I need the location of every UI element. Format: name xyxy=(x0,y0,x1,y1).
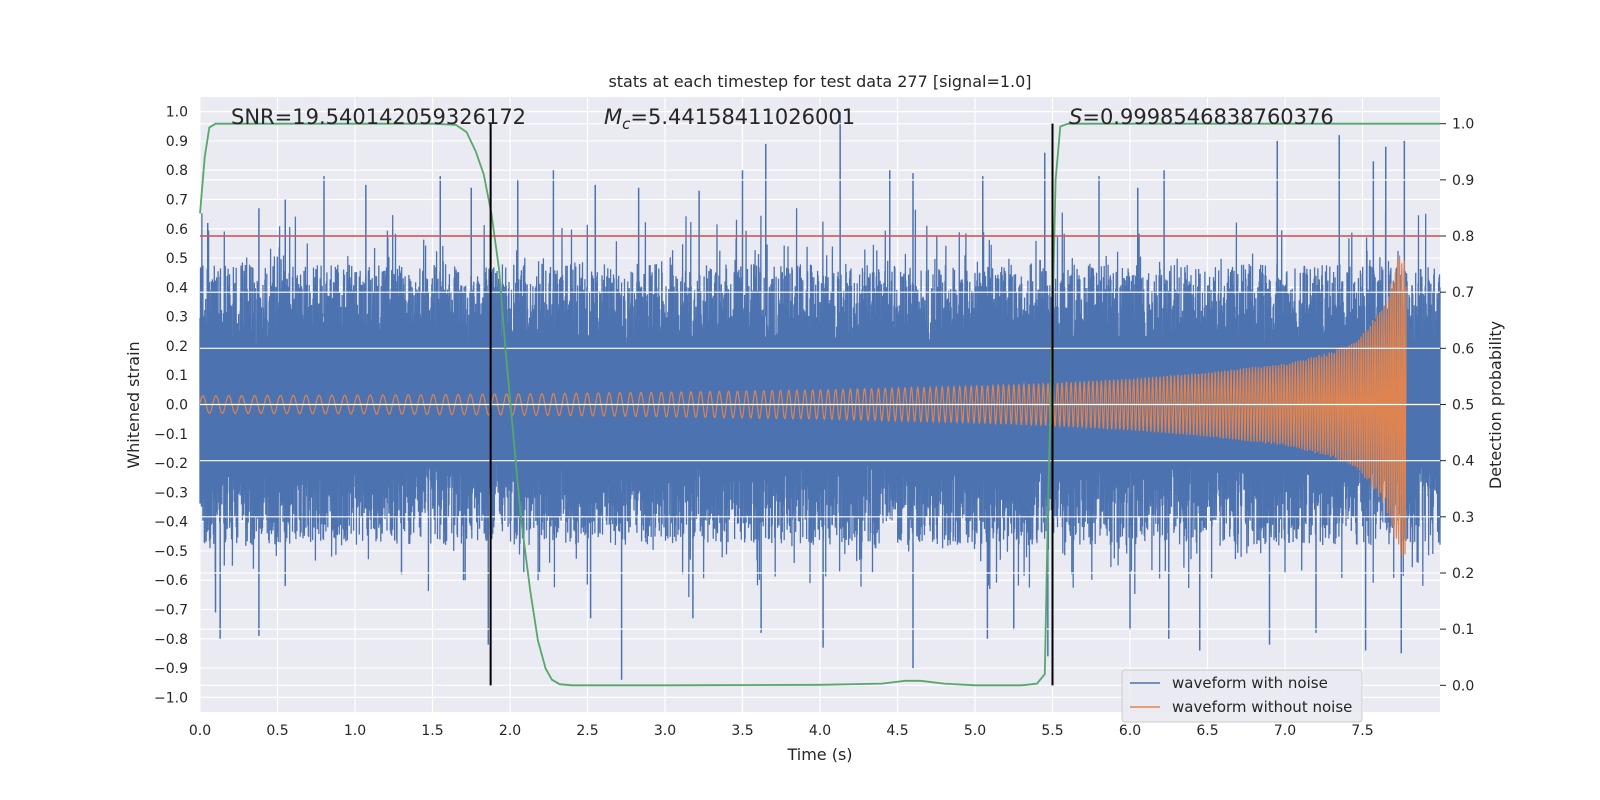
y-tick-label: −0.5 xyxy=(154,544,188,560)
y-tick-label: 0.8 xyxy=(166,163,188,179)
x-tick-label: 0.5 xyxy=(266,723,288,739)
y2-tick-label: 0.9 xyxy=(1452,173,1474,189)
y-tick-label: −1.0 xyxy=(154,690,188,706)
chirp-mass-value: =5.44158411026001 xyxy=(630,105,855,129)
y2-tick-label: 0.5 xyxy=(1452,398,1474,414)
y-tick-label: −0.9 xyxy=(154,661,188,677)
y2-axis-label: Detection probability xyxy=(1486,321,1505,489)
y-tick-label: 0.1 xyxy=(166,368,188,384)
legend-label-clean: waveform without noise xyxy=(1172,698,1352,716)
x-tick-label: 5.0 xyxy=(964,723,986,739)
y2-tick-label: 0.2 xyxy=(1452,566,1474,582)
y-tick-label: −0.3 xyxy=(154,485,188,501)
noise-waveform-trace xyxy=(199,208,1441,598)
score-symbol: S xyxy=(1069,105,1082,129)
y-tick-label: 0.4 xyxy=(166,280,188,296)
y2-tick-label: 0.0 xyxy=(1452,678,1474,694)
y-axis-ticks: 1.0 0.9 0.8 0.7 0.6 0.5 0.4 0.3 0.2 0.1 0.0 −0.1 −0.… xyxy=(154,105,188,707)
x-tick-label: 4.5 xyxy=(886,723,908,739)
x-tick-label: 6.0 xyxy=(1119,723,1141,739)
x-tick-label: 2.0 xyxy=(499,723,521,739)
x-tick-label: 1.5 xyxy=(421,723,443,739)
x-tick-label: 3.5 xyxy=(731,723,753,739)
y2-tick-label: 0.4 xyxy=(1452,454,1474,470)
probability-trace xyxy=(199,122,1440,687)
x-tick-label: 6.5 xyxy=(1196,723,1218,739)
y2-tick-label: 0.6 xyxy=(1452,341,1474,357)
y-tick-label: −0.1 xyxy=(154,427,188,443)
x-tick-label: 1.0 xyxy=(344,723,366,739)
chart-title: stats at each timestep for test data 277… xyxy=(608,72,1031,91)
reference-lines xyxy=(200,123,1440,686)
x-tick-label: 5.5 xyxy=(1041,723,1063,739)
x-tick-label: 7.0 xyxy=(1274,723,1296,739)
y-tick-label: 1.0 xyxy=(166,105,188,121)
score-annotation: S=0.9998546838760376 xyxy=(1069,105,1334,129)
y2-tick-label: 0.8 xyxy=(1452,229,1474,245)
y-tick-label: −0.8 xyxy=(154,632,188,648)
x-axis-label: Time (s) xyxy=(786,745,852,764)
x-tick-label: 2.5 xyxy=(576,723,598,739)
y2-tick-label: 1.0 xyxy=(1452,117,1474,133)
clean-waveform-trace xyxy=(199,255,1440,557)
y-tick-label: 0.0 xyxy=(166,398,188,414)
chirp-mass-annotation: Mc=5.44158411026001 xyxy=(604,105,855,133)
y-tick-label: −0.7 xyxy=(154,603,188,619)
y2-tick-label: 0.1 xyxy=(1452,622,1474,638)
chirp-mass-subscript: c xyxy=(622,115,631,133)
y-tick-label: −0.2 xyxy=(154,456,188,472)
y2-tick-label: 0.7 xyxy=(1452,285,1474,301)
x-tick-label: 0.0 xyxy=(189,723,211,739)
y-axis-label: Whitened strain xyxy=(124,341,143,468)
x-tick-label: 7.5 xyxy=(1351,723,1373,739)
y-tick-label: 0.6 xyxy=(166,222,188,238)
x-axis-ticks: 0.0 0.5 1.0 1.5 2.0 2.5 3.0 3.5 4.0 4.5 5.0 5.5 6.0 6… xyxy=(189,723,1374,739)
chirp-mass-symbol: M xyxy=(604,105,622,129)
y-tick-label: 0.9 xyxy=(166,134,188,150)
y-tick-label: 0.2 xyxy=(166,339,188,355)
series-detection-probability xyxy=(199,122,1440,687)
y-tick-label: 0.7 xyxy=(166,193,188,209)
y2-tick-label: 0.3 xyxy=(1452,510,1474,526)
y-tick-label: −0.6 xyxy=(154,573,188,589)
x-tick-label: 4.0 xyxy=(809,723,831,739)
snr-annotation: SNR=19.540142059326172 xyxy=(231,105,526,129)
y-tick-label: −0.4 xyxy=(154,515,188,531)
legend: waveform with noise waveform without noi… xyxy=(1121,669,1363,723)
legend-label-noise: waveform with noise xyxy=(1172,674,1328,692)
y-tick-label: 0.3 xyxy=(166,310,188,326)
score-value: =0.9998546838760376 xyxy=(1082,105,1333,129)
legend-box xyxy=(1121,669,1363,723)
x-tick-label: 3.0 xyxy=(654,723,676,739)
y-tick-label: 0.5 xyxy=(166,251,188,267)
y2-axis-ticks: 1.0 0.9 0.8 0.7 0.6 0.5 0.4 0.3 0.2 0.1 0.0 xyxy=(1440,117,1474,694)
